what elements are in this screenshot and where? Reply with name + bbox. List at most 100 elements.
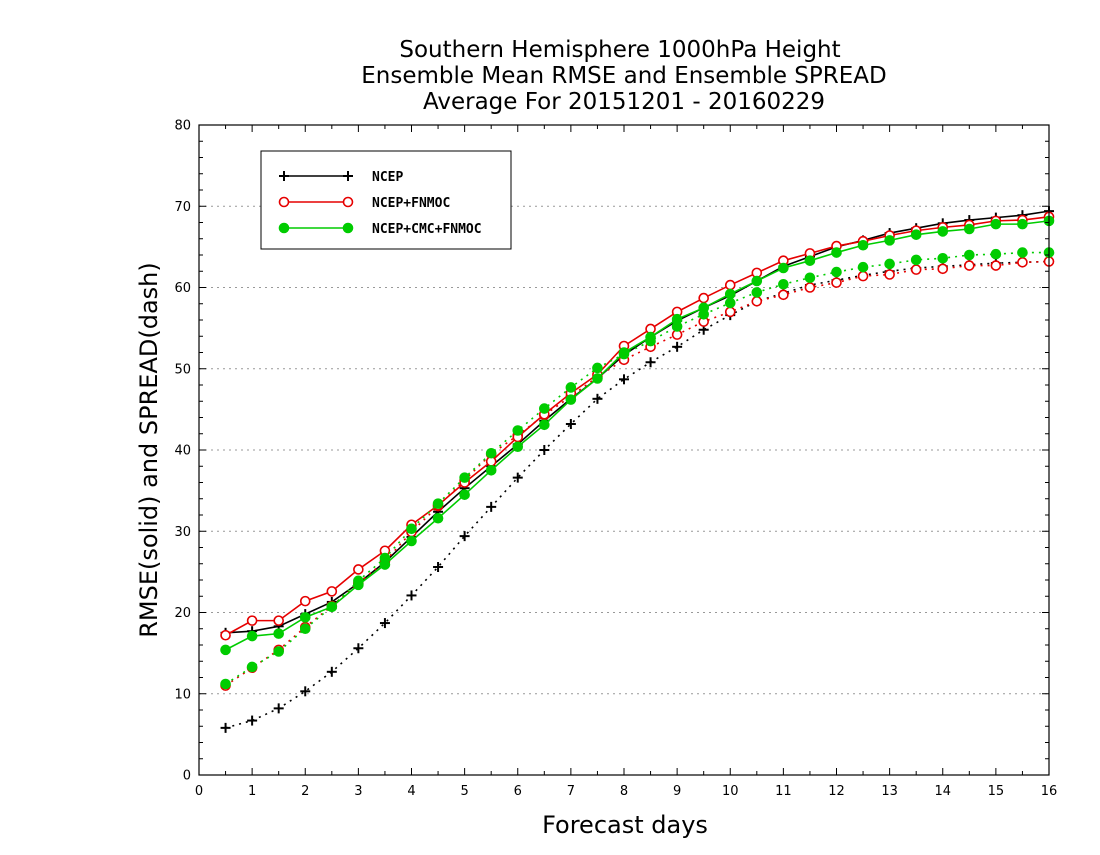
x-axis-label: Forecast days — [542, 811, 708, 839]
spread-point — [379, 618, 390, 629]
rmse-point — [724, 279, 736, 291]
spread-point — [592, 362, 603, 374]
spread-point — [299, 623, 311, 635]
spread-point — [565, 382, 577, 393]
spread-point — [831, 266, 842, 278]
rmse-point — [220, 629, 231, 641]
spread-point — [300, 686, 311, 697]
y-tick-label: 50 — [174, 362, 191, 377]
x-tick-label: 7 — [567, 784, 575, 799]
spread-point — [619, 374, 629, 385]
rmse-point — [512, 441, 524, 453]
spread-point — [645, 357, 656, 368]
series-ncep — [220, 206, 1054, 733]
spread-point — [937, 252, 949, 264]
gridlines — [199, 205, 1049, 695]
y-tick-label: 40 — [174, 444, 191, 459]
legend-marker — [343, 171, 353, 181]
rmse-point — [485, 465, 497, 476]
legend-box — [260, 150, 512, 250]
x-tick-label: 10 — [722, 784, 739, 799]
spread-line-ncep-fnmoc — [225, 260, 1050, 687]
rmse-point — [326, 586, 338, 597]
spread-point — [831, 277, 842, 288]
rmse-point — [857, 239, 869, 251]
rmse-line-ncep — [225, 210, 1050, 634]
rmse-point — [539, 419, 550, 431]
spread-point — [857, 270, 869, 282]
spread-point — [486, 501, 497, 512]
rmse-point — [246, 630, 258, 642]
rmse-line-ncep-fnmoc — [225, 216, 1050, 636]
y-tick-label: 60 — [174, 281, 191, 296]
rmse-point — [273, 615, 284, 626]
rmse-point — [406, 535, 417, 547]
rmse-point — [459, 489, 470, 500]
rmse-line-ncep-cmc-fnmoc — [225, 220, 1050, 651]
x-tick-label: 8 — [620, 784, 628, 799]
rmse-point — [1017, 218, 1028, 230]
rmse-point — [618, 347, 630, 358]
spread-point — [857, 261, 869, 273]
title-line-1: Southern Hemisphere 1000hPa Height — [399, 37, 840, 63]
y-tick-label: 70 — [174, 200, 191, 215]
spread-point — [724, 306, 736, 318]
spread-point — [246, 661, 258, 673]
x-tick-label: 13 — [881, 784, 898, 799]
spread-point — [751, 296, 763, 307]
spread-point — [353, 643, 364, 654]
rmse-point — [778, 262, 789, 274]
legend-marker — [278, 196, 290, 208]
x-tick-label: 15 — [988, 784, 1005, 799]
rmse-point — [937, 226, 949, 237]
title-line-3: Average For 20151201 - 20160229 — [423, 89, 825, 115]
rmse-point — [353, 579, 364, 591]
spread-point — [990, 248, 1002, 260]
spread-point — [220, 678, 231, 690]
spread-point — [592, 393, 603, 404]
y-tick-label: 10 — [174, 687, 191, 702]
spread-point — [539, 403, 550, 414]
x-tick-label: 14 — [934, 784, 951, 799]
legend-marker — [342, 222, 354, 234]
legend-item-ncep-cmc-fnmoc: NCEP+CMC+FNMOC — [278, 222, 482, 237]
rmse-point — [565, 394, 577, 405]
x-tick-label: 5 — [460, 784, 468, 799]
spread-point — [326, 666, 337, 677]
spread-point — [804, 282, 816, 293]
series-ncep-cmc-fnmoc — [220, 215, 1055, 690]
spread-line-ncep — [225, 260, 1050, 729]
rmse-point — [964, 223, 975, 235]
spread-point — [459, 472, 470, 483]
spread-point — [937, 263, 949, 275]
rmse-point — [804, 255, 816, 266]
rmse-point — [220, 644, 231, 656]
title-line-2: Ensemble Mean RMSE and Ensemble SPREAD — [361, 63, 886, 89]
x-tick-label: 2 — [301, 784, 309, 799]
spread-point — [273, 703, 284, 714]
y-tick-label: 30 — [174, 525, 191, 540]
series-ncep-fnmoc — [220, 211, 1055, 691]
rmse-point — [724, 288, 736, 300]
rmse-point — [751, 275, 763, 287]
spread-point — [432, 498, 444, 509]
spread-point — [910, 264, 922, 275]
rmse-point — [831, 247, 842, 258]
rmse-point — [990, 218, 1002, 230]
rmse-point — [698, 302, 709, 314]
rmse-point — [379, 559, 391, 570]
y-axis-ticks: 0 10 20 30 40 50 60 70 80 — [174, 119, 1049, 784]
x-tick-label: 3 — [354, 784, 362, 799]
legend: NCEP NCEP+FNMOC NCEP+CMC+FNMOC — [260, 150, 512, 250]
spread-point — [990, 260, 1002, 271]
x-tick-label: 1 — [248, 784, 256, 799]
legend-label: NCEP — [372, 170, 403, 185]
rmse-point — [698, 292, 709, 304]
spread-point — [884, 258, 895, 270]
x-tick-label: 9 — [673, 784, 681, 799]
spread-point — [220, 722, 231, 733]
spread-point — [485, 447, 497, 459]
spread-point — [964, 249, 975, 261]
spread-point — [910, 254, 922, 266]
